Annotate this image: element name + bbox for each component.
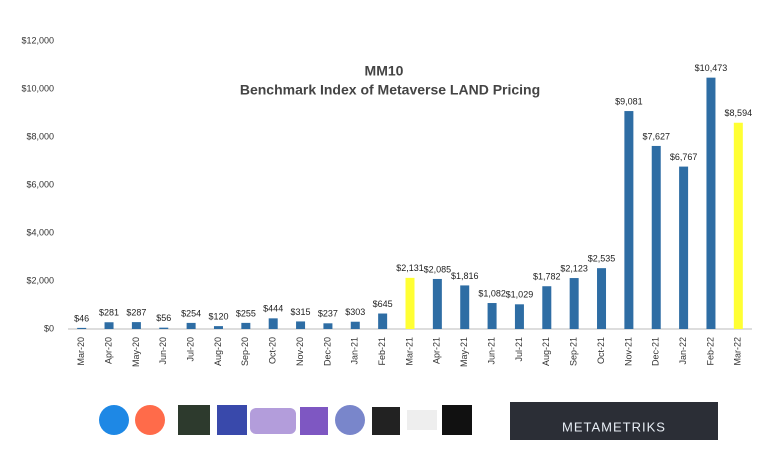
bar	[104, 322, 114, 329]
bar	[597, 268, 607, 329]
x-tick-label: Feb-22	[705, 337, 715, 366]
value-label: $7,627	[642, 131, 670, 141]
value-label: $303	[345, 307, 365, 317]
value-label: $237	[318, 309, 338, 319]
x-tick-label: Jun-21	[486, 337, 496, 365]
logo	[372, 407, 400, 435]
value-label: $10,473	[695, 63, 728, 73]
value-label: $444	[263, 304, 283, 314]
x-tick-label: Aug-20	[213, 337, 223, 366]
value-label: $254	[181, 308, 201, 318]
chart-subtitle: Benchmark Index of Metaverse LAND Pricin…	[240, 82, 540, 98]
logo	[99, 405, 129, 435]
value-label: $1,782	[533, 272, 561, 282]
x-tick-label: May-21	[459, 337, 469, 367]
bar	[432, 278, 442, 329]
bar	[296, 321, 306, 329]
brand-text: METAMETRIKS	[562, 419, 666, 434]
value-label: $287	[126, 307, 146, 317]
value-label: $2,085	[424, 264, 452, 274]
x-tick-label: Jan-22	[678, 337, 688, 365]
bar	[131, 322, 141, 329]
logo	[217, 405, 247, 435]
bar	[77, 327, 87, 329]
logo	[300, 407, 328, 435]
bar	[706, 77, 716, 329]
x-tick-label: May-20	[131, 337, 141, 367]
logo	[442, 405, 472, 435]
y-tick-label: $2,000	[26, 275, 54, 285]
value-label: $1,816	[451, 271, 479, 281]
x-tick-label: Aug-21	[541, 337, 551, 366]
value-label: $9,081	[615, 96, 643, 106]
x-tick-label: Apr-20	[103, 337, 113, 364]
bar	[514, 304, 524, 329]
value-label: $46	[74, 313, 89, 323]
x-tick-label: Jul-20	[185, 337, 195, 362]
logo	[178, 405, 210, 435]
bar	[241, 322, 251, 329]
x-tick-label: Sep-21	[569, 337, 579, 366]
value-label: $56	[156, 313, 171, 323]
value-label: $2,123	[560, 263, 588, 273]
bar	[542, 286, 552, 329]
value-label: $2,535	[588, 254, 616, 264]
x-tick-label: Apr-21	[432, 337, 442, 364]
y-tick-label: $4,000	[26, 227, 54, 237]
bar	[733, 122, 743, 329]
value-label: $281	[99, 308, 119, 318]
bar	[624, 111, 634, 329]
x-tick-label: Mar-22	[733, 337, 743, 366]
value-label: $1,029	[506, 290, 534, 300]
bar	[378, 313, 388, 329]
bar	[268, 318, 278, 329]
value-label: $315	[291, 307, 311, 317]
logo	[335, 405, 365, 435]
x-tick-label: Dec-20	[322, 337, 332, 366]
bar	[651, 145, 661, 329]
bar	[159, 327, 169, 329]
value-label: $1,082	[478, 288, 506, 298]
bar	[460, 285, 470, 329]
x-tick-label: Nov-21	[623, 337, 633, 366]
partner-logos	[99, 405, 472, 435]
x-tick-label: Feb-21	[377, 337, 387, 366]
x-tick-label: Jul-21	[514, 337, 524, 362]
bar	[213, 326, 223, 329]
bar	[323, 323, 333, 329]
value-label: $645	[373, 299, 393, 309]
bar	[350, 321, 360, 329]
x-tick-label: Jun-20	[158, 337, 168, 365]
bar	[569, 278, 579, 329]
bar	[186, 322, 196, 329]
logo	[135, 405, 165, 435]
x-tick-label: Mar-20	[76, 337, 86, 366]
y-tick-label: $12,000	[21, 35, 54, 45]
value-label: $8,594	[725, 108, 753, 118]
logo	[250, 408, 296, 434]
bar	[487, 303, 497, 329]
value-label: $255	[236, 308, 256, 318]
value-label: $2,131	[396, 263, 424, 273]
logo	[407, 410, 437, 430]
y-tick-label: $8,000	[26, 131, 54, 141]
value-label: $6,767	[670, 152, 698, 162]
x-tick-label: Oct-21	[596, 337, 606, 364]
x-tick-label: Jan-21	[350, 337, 360, 365]
chart-title: MM10	[365, 63, 404, 79]
x-tick-label: Mar-21	[404, 337, 414, 366]
y-tick-label: $6,000	[26, 179, 54, 189]
x-tick-label: Nov-20	[295, 337, 305, 366]
brand-logo	[510, 402, 718, 440]
bar	[405, 277, 415, 329]
y-tick-label: $10,000	[21, 83, 54, 93]
x-tick-label: Dec-21	[651, 337, 661, 366]
y-tick-label: $0	[44, 323, 54, 333]
x-tick-label: Oct-20	[268, 337, 278, 364]
bar	[679, 166, 689, 329]
value-label: $120	[208, 311, 228, 321]
x-tick-label: Sep-20	[240, 337, 250, 366]
